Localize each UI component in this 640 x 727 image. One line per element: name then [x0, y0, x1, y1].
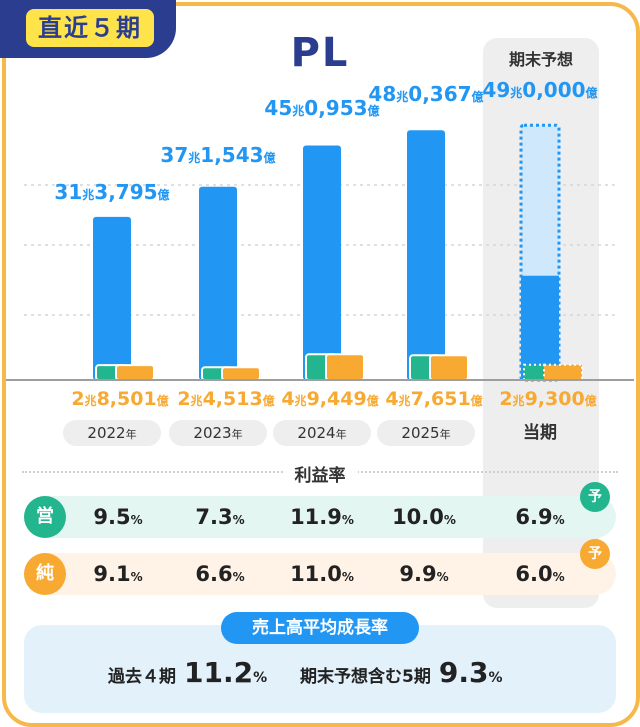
cagr-past: 過去４期 11.2%	[108, 656, 267, 689]
net-margin-0: 9.1%	[93, 562, 143, 586]
operating-forecast-badge: 予	[580, 482, 610, 512]
chart-title: PL	[290, 30, 350, 76]
period-tag: 直近５期	[0, 0, 176, 58]
cagr-title: 売上高平均成長率	[221, 612, 419, 644]
year-label-3: 2025年	[377, 420, 475, 446]
year-label-2: 2024年	[273, 420, 371, 446]
revenue-bar-0	[93, 216, 131, 380]
profit-label-1: 2兆4,513億	[177, 388, 275, 410]
revenue-label-3: 48兆0,367億	[368, 82, 484, 106]
net-margin-2: 11.0%	[290, 562, 354, 586]
operating-badge: 営	[24, 496, 66, 538]
profit-label-0: 2兆8,501億	[71, 388, 169, 410]
year-label-1: 2023年	[169, 420, 267, 446]
operating-margin-0: 9.5%	[93, 505, 143, 529]
net-bar-2	[325, 353, 365, 382]
net-forecast-badge: 予	[580, 539, 610, 569]
operating-margin-2: 11.9%	[290, 505, 354, 529]
operating-margin-row	[24, 496, 616, 538]
cagr-past-unit: %	[253, 670, 268, 686]
operating-margin-4: 6.9%	[515, 505, 565, 529]
bar-chart	[6, 123, 634, 382]
net-margin-row	[24, 553, 616, 595]
operating-margin-3: 10.0%	[392, 505, 456, 529]
net-bar-1	[221, 366, 261, 381]
profit-rate-title-text: 利益率	[282, 466, 358, 486]
period-tag-label: 直近５期	[26, 9, 154, 47]
net-margin-4: 6.0%	[515, 562, 565, 586]
revenue-label-1: 37兆1,543億	[160, 143, 276, 167]
revenue-label-2: 45兆0,953億	[264, 96, 380, 120]
cagr-incl: 期末予想含む5期 9.3%	[300, 656, 502, 689]
net-forecast-bar	[543, 363, 583, 382]
cagr-incl-label: 期末予想含む5期	[300, 667, 431, 687]
revenue-bar-2	[303, 145, 341, 380]
net-margin-3: 9.9%	[399, 562, 449, 586]
net-margin-1: 6.6%	[195, 562, 245, 586]
net-bar-3	[429, 354, 469, 381]
operating-margin-1: 7.3%	[195, 505, 245, 529]
year-label-0: 2022年	[63, 420, 161, 446]
cagr-past-label: 過去４期	[108, 667, 176, 687]
net-badge: 純	[24, 553, 66, 595]
revenue-label-0: 31兆3,795億	[54, 180, 170, 204]
revenue-actual-bar	[521, 275, 559, 380]
net-bar-0	[115, 364, 155, 381]
revenue-label-4: 49兆0,000億	[482, 78, 598, 102]
profit-label-2: 4兆9,449億	[281, 388, 379, 410]
revenue-bar-3	[407, 130, 445, 380]
profit-label-3: 4兆7,651億	[385, 388, 483, 410]
year-label-4: 当期	[523, 423, 557, 443]
cagr-incl-value: 9.3	[438, 656, 489, 689]
cagr-past-value: 11.2	[184, 656, 254, 689]
profit-rate-title: 利益率	[0, 461, 640, 486]
cagr-incl-unit: %	[488, 670, 503, 686]
revenue-bar-1	[199, 186, 237, 380]
profit-label-4: 2兆9,300億	[499, 388, 597, 410]
forecast-header: 期末予想	[508, 50, 573, 69]
